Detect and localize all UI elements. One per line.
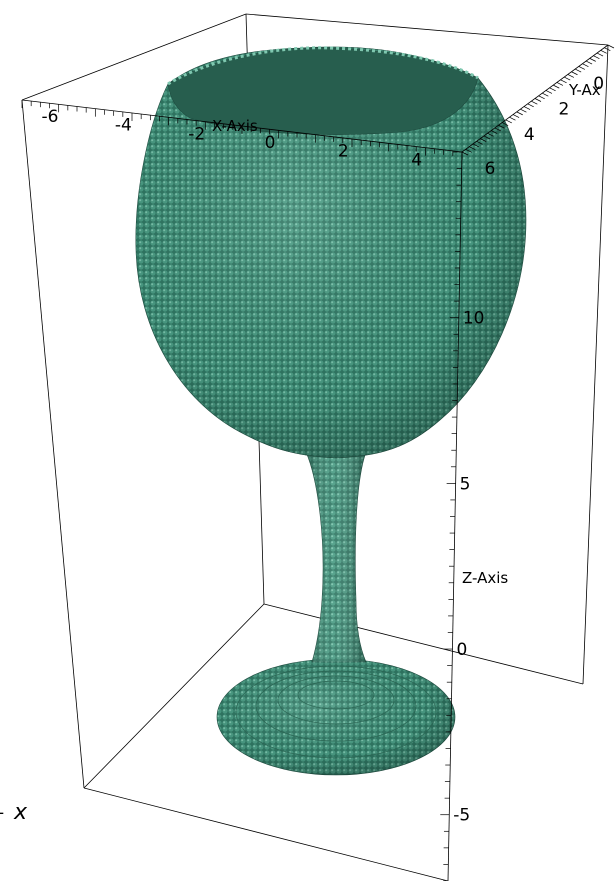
- y-axis-tick: [523, 106, 531, 110]
- y-axis-tick: [498, 124, 505, 129]
- x-axis-tick-label: -2: [188, 124, 205, 144]
- y-axis-tick: [585, 60, 593, 65]
- y-axis-tick: [487, 132, 494, 137]
- corner-prefix: -: [0, 803, 4, 823]
- box-edge-top-left: [21, 13, 247, 101]
- glass-foot-shade: [217, 659, 455, 775]
- y-axis-tick: [567, 74, 575, 78]
- z-axis-tick-label: 0: [456, 640, 467, 660]
- y-axis-tick: [553, 84, 560, 89]
- z-axis-tick-label: 10: [463, 309, 485, 329]
- y-axis-tick: [604, 47, 611, 51]
- y-axis-tick: [538, 95, 545, 100]
- y-axis-tick: [531, 100, 538, 105]
- y-axis-tick: [545, 90, 553, 94]
- y-axis-tick: [596, 52, 604, 57]
- y-axis-tick: [476, 140, 483, 145]
- y-axis-tick-label: 4: [524, 125, 535, 145]
- y-axis-tick: [582, 63, 589, 68]
- box-edge-left-vertical: [21, 99, 85, 789]
- corner-axis-label: x: [13, 800, 28, 825]
- y-axis-tick: [465, 149, 472, 153]
- y-axis-tick: [593, 55, 600, 60]
- z-axis-title: Z-Axis: [462, 569, 508, 587]
- x-axis-tick-label: 0: [265, 133, 276, 153]
- y-axis-tick: [512, 114, 520, 118]
- y-axis: 4 2 0: [461, 44, 615, 156]
- z-axis-tick-label: 5: [460, 474, 471, 494]
- y-axis-tick: [469, 146, 476, 150]
- y-axis-tick: [501, 122, 509, 126]
- box-edge-right-vertical: [582, 44, 609, 685]
- y-axis-tick: [480, 138, 487, 142]
- y-axis-tick: [509, 116, 516, 121]
- y-axis-tick: [483, 135, 491, 140]
- y-axis-tick: [505, 119, 512, 124]
- y-axis-tick: [491, 130, 498, 134]
- y-axis-tick: [520, 108, 527, 113]
- y-axis-tick: [578, 66, 585, 70]
- box-edge-bottom-front: [83, 787, 449, 882]
- box-edge-bottom-left: [83, 603, 265, 789]
- y-axis-tick-label: 0: [593, 74, 604, 94]
- z-axis: 10 5 0 -5: [440, 151, 485, 882]
- y-axis-tick: [461, 151, 469, 156]
- x-axis: -6 -4 -2 0 2 4 6: [21, 100, 496, 179]
- y-axis-tick: [542, 92, 549, 97]
- y-axis-tick: [527, 103, 534, 108]
- x-axis-tick-label: 2: [338, 142, 349, 162]
- y-axis-tick: [571, 71, 578, 76]
- y-axis-tick: [589, 58, 596, 62]
- box-edge-top-back: [245, 13, 609, 46]
- glass-bowl-shade: [135, 46, 526, 459]
- glass-stem-shade: [306, 452, 366, 662]
- x-axis-tick-label: 4: [411, 150, 422, 170]
- box-edge-bottom-back: [263, 603, 584, 685]
- y-axis-title: Y-Ax: [568, 81, 601, 99]
- glass-rim-edge: [167, 46, 479, 86]
- y-axis-tick: [534, 98, 542, 102]
- y-axis-tick: [549, 87, 556, 92]
- y-axis-tick: [607, 44, 615, 49]
- y-axis-tick-label: 2: [559, 99, 570, 119]
- y-axis-tick: [564, 76, 571, 81]
- y-axis-tick: [494, 127, 502, 132]
- foot-rings: [235, 665, 437, 759]
- z-axis-tick-label: -5: [453, 806, 470, 826]
- y-axis-tick: [472, 143, 480, 148]
- wine-glass-surface: [135, 46, 527, 776]
- y-axis-tick: [556, 82, 564, 86]
- y-axis-tick: [560, 79, 567, 84]
- x-axis-tick-label: -4: [115, 116, 132, 136]
- y-axis-tick: [574, 68, 582, 73]
- y-axis-tick: [600, 50, 607, 54]
- x-axis-tick-label: -6: [42, 107, 59, 127]
- x-axis-title: X-Axis: [212, 117, 258, 135]
- y-axis-tick: [516, 111, 523, 116]
- x-axis-tick-label: 6: [485, 159, 496, 179]
